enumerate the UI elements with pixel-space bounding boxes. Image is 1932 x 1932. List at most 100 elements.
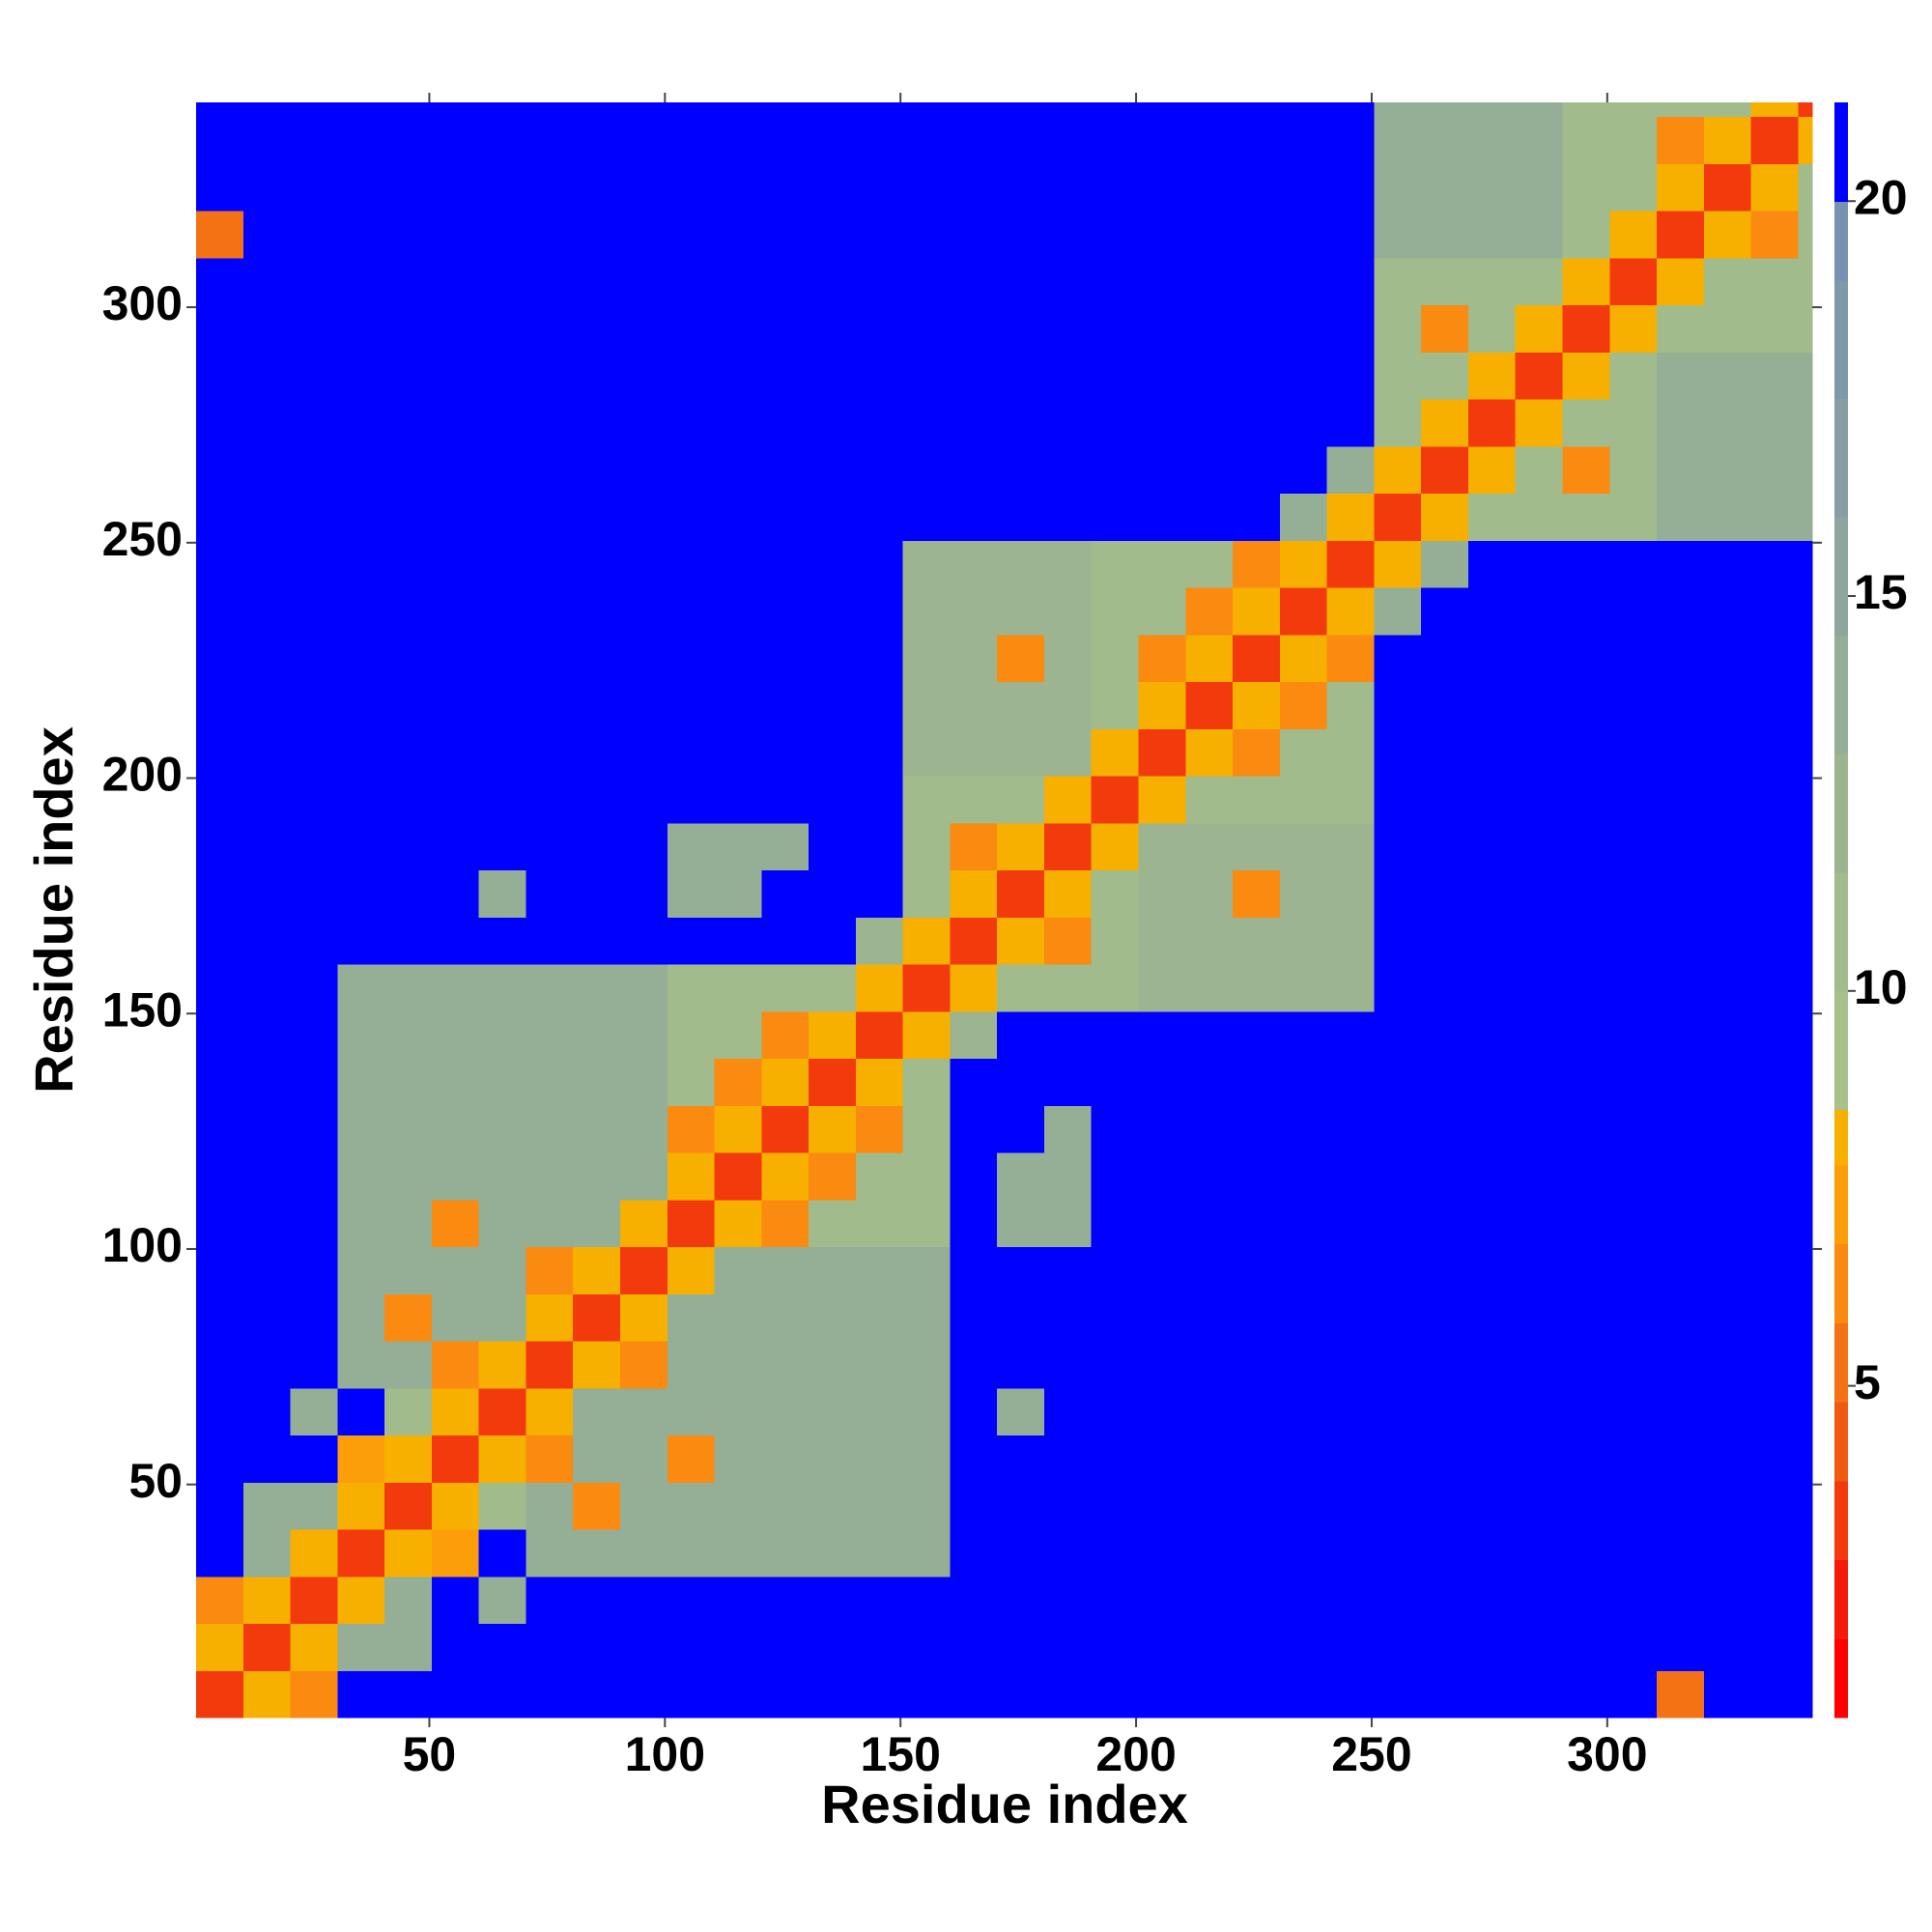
heatmap-cell [950,1341,998,1389]
heatmap-cell [573,1105,621,1153]
heatmap-cell [526,634,574,683]
heatmap-cell [714,1576,762,1625]
heatmap-cell [855,163,904,212]
heatmap-cell [242,493,292,541]
heatmap-cell [997,1058,1045,1106]
heatmap-cell [619,102,668,118]
heatmap-cell [242,776,292,824]
heatmap-cell [855,257,904,306]
heatmap-cell [1609,681,1658,729]
heatmap-cell [855,681,904,729]
heatmap-cell [1798,493,1813,541]
heatmap-cell [714,163,762,212]
heatmap-cell [1138,304,1186,353]
heatmap-cell [1798,634,1813,683]
heatmap-cell [1185,1105,1234,1153]
heatmap-cell [714,681,762,729]
colorbar-swatch [1834,872,1848,992]
heatmap-cell [384,399,433,447]
heatmap-cell [1562,1199,1610,1248]
heatmap-cell [1374,728,1422,777]
heatmap-cell [1421,102,1469,118]
heatmap-cell [1515,1529,1564,1577]
heatmap-cell [619,1576,668,1625]
heatmap-cell [1609,1623,1658,1671]
heatmap-cell [950,257,998,306]
heatmap-cell [431,257,480,306]
heatmap-cell [1279,163,1328,212]
heatmap-cell [1043,163,1093,212]
heatmap-cell [526,587,574,636]
heatmap-cell [902,445,952,495]
heatmap-cell [1091,1341,1140,1389]
heatmap-cell [1562,776,1610,824]
heatmap-cell [431,1246,480,1294]
heatmap-cell [431,1105,480,1153]
heatmap-cell [667,681,716,729]
heatmap-cell [1421,116,1469,164]
heatmap-cell [431,445,480,495]
heatmap-cell [714,776,762,824]
heatmap-cell [1467,1387,1517,1436]
heatmap-cell [1562,869,1610,918]
heatmap-cell [1279,304,1328,353]
heatmap-cell [809,352,857,400]
heatmap-cell [1562,257,1610,306]
heatmap-cell [384,681,433,729]
heatmap-cell [950,1010,998,1060]
heatmap-cell [1657,1435,1705,1483]
heatmap-cell [290,964,338,1012]
heatmap-cell [950,728,998,777]
heatmap-cell [1467,1152,1517,1201]
heatmap-cell [1515,1482,1564,1530]
heatmap-cell [384,116,433,164]
heatmap-cell [855,1058,904,1106]
heatmap-cell [526,1435,574,1483]
heatmap-cell [1233,1152,1281,1201]
heatmap-cell [855,1341,904,1389]
heatmap-cell [1609,917,1658,965]
heatmap-cell [1467,681,1517,729]
heatmap-cell [1657,493,1705,541]
heatmap-cell [619,1435,668,1483]
heatmap-cell [1657,1199,1705,1248]
heatmap-cell [431,1199,480,1248]
heatmap-cell [290,1293,338,1342]
heatmap-cell [1374,116,1422,164]
heatmap-cell [196,540,244,588]
heatmap-cell [1750,1529,1799,1577]
heatmap-cell [242,116,292,164]
heatmap-cell [619,1387,668,1436]
heatmap-cell [1091,587,1140,636]
heatmap-cell [667,1670,716,1719]
heatmap-cell [196,1435,244,1483]
heatmap-cell [526,964,574,1012]
heatmap-cell [242,1293,292,1342]
heatmap-cell [997,1199,1045,1248]
heatmap-cell [950,1435,998,1483]
heatmap-cell [1703,540,1752,588]
heatmap-cell [337,163,385,212]
heatmap-cell [1043,1199,1093,1248]
heatmap-cell [902,163,952,212]
heatmap-cell [761,445,810,495]
heatmap-cell [1138,211,1186,259]
heatmap-cell [1138,163,1186,212]
heatmap-cell [1091,917,1140,965]
heatmap-cell [478,1105,527,1153]
heatmap-cell [242,1387,292,1436]
heatmap-cell [1798,776,1813,824]
heatmap-cell [384,1387,433,1436]
heatmap-cell [1657,211,1705,259]
heatmap-cell [573,493,621,541]
heatmap-cell [1421,352,1469,400]
heatmap-cell [950,1576,998,1625]
heatmap-cell [1515,257,1564,306]
heatmap-cell [1515,540,1564,588]
heatmap-cell [1750,917,1799,965]
heatmap-cell [242,1670,292,1719]
heatmap-cell [950,917,998,965]
heatmap-cell [1138,1199,1186,1248]
heatmap-cell [1750,681,1799,729]
heatmap-cell [1279,1435,1328,1483]
